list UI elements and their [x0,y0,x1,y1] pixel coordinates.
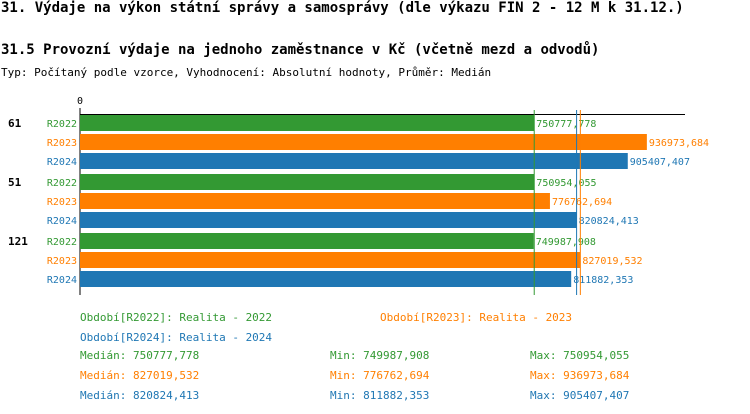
group-label: 121 [8,235,28,248]
stat-max-r2022: Max: 750954,055 [530,349,630,362]
data-label: 750954,055 [536,178,596,189]
stat-min-r2023: Min: 776762,694 [330,369,430,382]
data-label: 776762,694 [552,197,612,208]
bar [80,271,572,287]
series-label: R2023 [47,197,77,208]
series-label: R2024 [47,275,77,286]
data-label: 936973,684 [649,138,709,149]
stat-max-r2024: Max: 905407,407 [530,389,630,402]
series-label: R2022 [47,178,77,189]
data-label: 827019,532 [582,256,642,267]
series-label: R2024 [47,157,77,168]
bar [80,233,534,249]
bar [80,115,535,131]
stat-median-r2024: Medián: 820824,413 [80,389,200,402]
group-label: 51 [8,176,22,189]
bar [80,134,647,150]
legend-r2024: Období[R2024]: Realita - 2024 [80,331,273,344]
bar [80,212,577,228]
chart-meta: Typ: Počítaný podle vzorce, Vyhodnocení:… [1,66,492,79]
data-label: 749987,908 [536,237,596,248]
series-label: R2023 [47,256,77,267]
series-label: R2024 [47,216,77,227]
stat-median-r2023: Medián: 827019,532 [80,369,200,382]
bar [80,252,581,268]
stat-max-r2023: Max: 936973,684 [530,369,630,382]
group-label: 61 [8,117,22,130]
series-label: R2022 [47,237,77,248]
legend-r2022: Období[R2022]: Realita - 2022 [80,311,273,324]
series-label: R2022 [47,119,77,130]
chart-title: 31.5 Provozní výdaje na jednoho zaměstna… [1,42,600,58]
stat-median-r2022: Medián: 750777,778 [80,349,200,362]
axis-zero-label: 0 [77,96,83,107]
legend-r2023: Období[R2023]: Realita - 2023 [380,311,573,324]
series-label: R2023 [47,138,77,149]
page-title: 31. Výdaje na výkon státní správy a samo… [1,0,684,16]
bar [80,193,550,209]
bar [80,153,628,169]
data-label: 820824,413 [579,216,639,227]
data-label: 905407,407 [630,157,690,168]
stat-min-r2024: Min: 811882,353 [330,389,430,402]
stat-min-r2022: Min: 749987,908 [330,349,430,362]
bar [80,174,535,190]
data-label: 811882,353 [573,275,633,286]
data-label: 750777,778 [536,119,596,130]
